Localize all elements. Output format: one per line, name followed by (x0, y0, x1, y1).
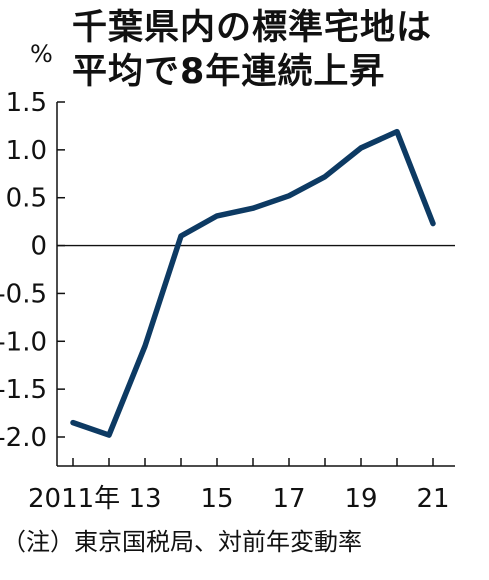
y-tick-label: -2.0 (0, 423, 47, 453)
y-tick-label: 1.0 (6, 136, 47, 166)
x-tick-label: 13 (128, 484, 161, 514)
chart-title-line-2: 平均で8年連続上昇 (72, 52, 386, 92)
y-axis-unit: % (30, 40, 53, 68)
x-tick-label: 2011年 (28, 484, 120, 514)
chart-title-line-1: 千葉県内の標準宅地は (72, 8, 433, 48)
y-tick-label: 0.5 (6, 184, 47, 214)
line-chart: 1.5 1.0 0.5 0 -0.5 -1.0 -1.5 -2.0 2011年 13 15 17 19 2… (0, 88, 455, 514)
series-line (70, 128, 436, 438)
x-tick-label: 15 (200, 484, 233, 514)
y-tick-label: 1.5 (6, 88, 47, 118)
y-tick-label: -0.5 (0, 279, 47, 309)
x-tick-label: 17 (272, 484, 305, 514)
y-tick-label: 0 (30, 232, 47, 262)
x-tick-label: 19 (344, 484, 377, 514)
chart-title: 千葉県内の標準宅地は 平均で8年連続上昇 (72, 6, 482, 94)
source-note: （注）東京国税局、対前年変動率 (2, 528, 362, 556)
y-tick-label: -1.0 (0, 327, 47, 357)
x-tick-label: 21 (416, 484, 449, 514)
y-tick-label: -1.5 (0, 375, 47, 405)
